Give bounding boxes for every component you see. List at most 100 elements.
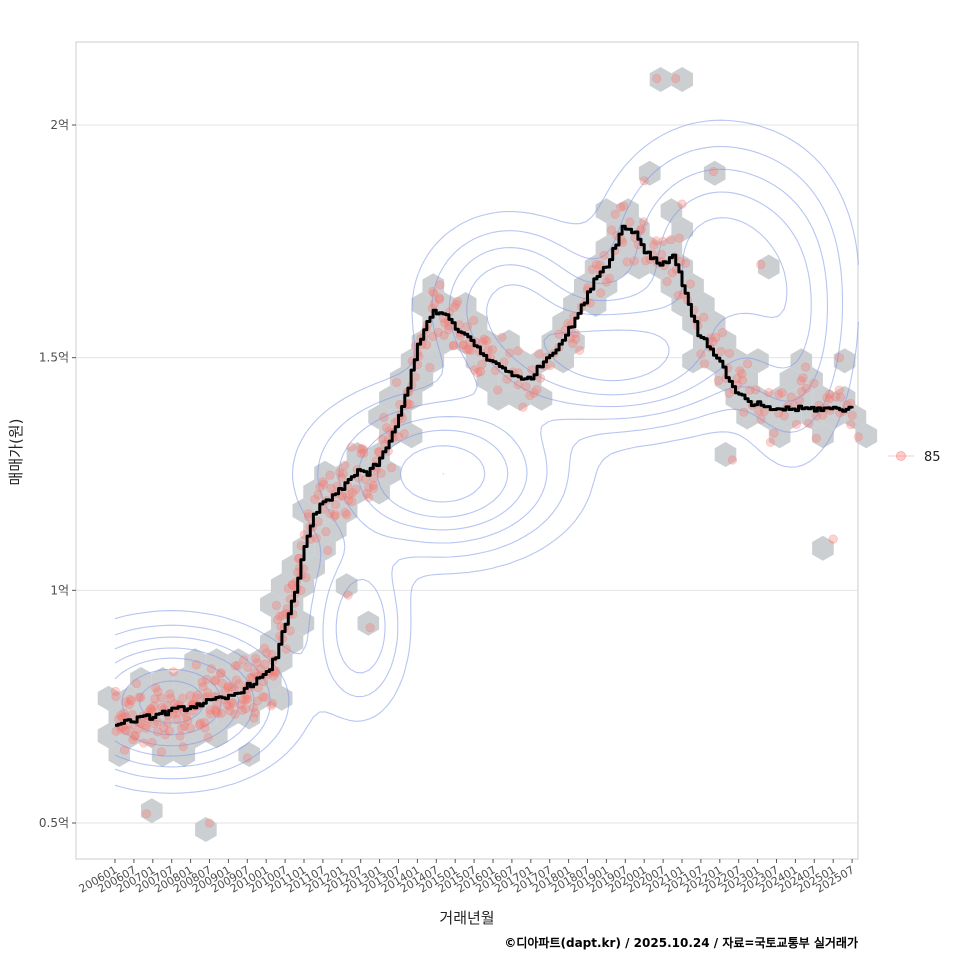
hexbin — [205, 723, 228, 749]
data-point — [824, 394, 835, 404]
data-point — [591, 260, 602, 270]
hexbin — [693, 292, 715, 317]
data-point — [527, 365, 537, 375]
data-point — [181, 712, 191, 722]
data-point — [708, 166, 719, 177]
data-point — [321, 527, 331, 537]
hexbin — [173, 667, 196, 692]
data-point — [139, 738, 149, 748]
data-point — [469, 316, 479, 326]
data-point — [192, 690, 203, 700]
hexbin — [195, 667, 217, 692]
data-point — [674, 233, 684, 243]
data-point — [529, 388, 539, 398]
hexbin — [682, 348, 704, 374]
data-point — [368, 480, 378, 491]
data-point — [364, 492, 374, 503]
x-axis-title: 거래년월 — [439, 909, 494, 927]
data-point — [448, 341, 459, 351]
data-point — [803, 418, 814, 429]
data-point — [393, 432, 404, 442]
data-point — [615, 202, 626, 212]
hexbin — [487, 385, 509, 411]
data-point — [742, 359, 753, 369]
data-point — [751, 385, 761, 395]
data-point — [739, 407, 749, 417]
legend-key-point — [896, 451, 906, 461]
data-point — [329, 511, 340, 521]
data-point — [241, 694, 251, 704]
data-point — [224, 701, 234, 711]
data-point — [666, 235, 676, 245]
data-point — [779, 411, 789, 421]
data-point — [250, 668, 260, 678]
data-point — [262, 648, 272, 658]
data-point — [168, 667, 179, 677]
hexbin — [335, 498, 358, 524]
data-point — [596, 288, 606, 298]
data-point — [217, 708, 227, 718]
data-point — [242, 753, 252, 763]
data-point — [382, 423, 392, 433]
data-point — [179, 721, 189, 731]
data-point — [211, 707, 221, 717]
data-point — [313, 516, 323, 527]
hexbin — [725, 348, 748, 374]
data-point — [673, 291, 683, 301]
data-point — [711, 333, 721, 343]
data-point — [330, 500, 341, 510]
data-point — [629, 256, 639, 266]
data-point — [606, 225, 617, 235]
density-contour — [114, 191, 812, 757]
data-point — [756, 260, 766, 270]
data-point — [198, 682, 208, 692]
hexbin — [314, 460, 336, 486]
data-point — [111, 691, 121, 702]
data-point — [255, 664, 266, 674]
data-point — [428, 331, 438, 342]
data-point — [724, 348, 735, 358]
data-point — [568, 338, 578, 349]
data-point — [435, 280, 445, 290]
data-point — [470, 365, 480, 375]
data-point — [649, 240, 659, 250]
data-point — [769, 428, 779, 438]
data-point — [335, 467, 345, 478]
data-point — [253, 696, 263, 706]
data-point — [149, 701, 159, 711]
trend-line-layer — [115, 224, 854, 727]
data-point — [159, 722, 169, 733]
data-point — [724, 388, 734, 399]
data-point — [809, 378, 819, 388]
data-point — [124, 699, 134, 710]
data-point — [230, 709, 240, 719]
data-point — [386, 463, 397, 473]
data-point — [124, 725, 135, 735]
source-caption: ©디아파트(dapt.kr) / 2025.10.24 / 자료=국토교통부 실… — [504, 936, 858, 950]
data-point — [756, 414, 766, 424]
data-point — [311, 533, 321, 543]
data-point — [604, 273, 615, 283]
data-point — [223, 683, 233, 693]
data-point — [325, 508, 335, 518]
data-point — [156, 693, 166, 703]
density-contour — [114, 145, 844, 780]
data-point — [791, 419, 802, 430]
hexbin — [855, 423, 878, 449]
data-point — [204, 818, 215, 828]
data-point — [206, 664, 216, 674]
data-point — [391, 377, 402, 388]
data-point — [534, 349, 544, 359]
data-point — [141, 809, 152, 819]
data-point — [696, 349, 706, 359]
data-point — [141, 720, 151, 731]
data-point — [340, 507, 350, 518]
hexbin — [844, 404, 867, 430]
data-point — [365, 622, 375, 633]
data-point — [220, 686, 230, 696]
data-point — [185, 691, 195, 701]
data-point — [153, 726, 163, 737]
data-point — [260, 659, 270, 669]
hexbin — [736, 367, 758, 392]
hexbin — [379, 460, 401, 486]
